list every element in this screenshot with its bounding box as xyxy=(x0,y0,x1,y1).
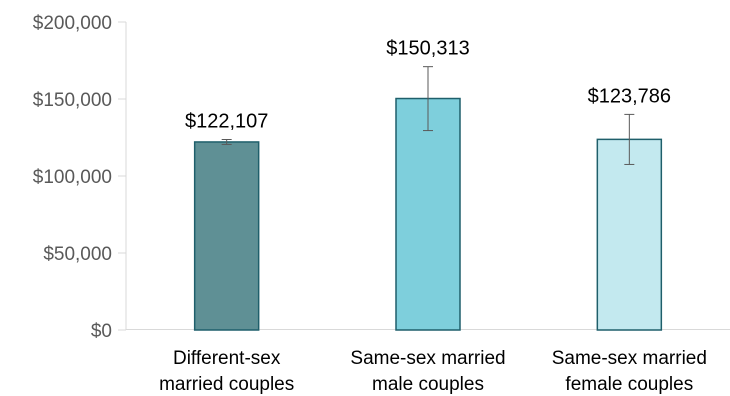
error-bar xyxy=(624,113,635,165)
error-bar xyxy=(221,139,232,145)
category-label: female couples xyxy=(565,374,693,395)
bar xyxy=(596,138,663,331)
category-label: Same-sex married xyxy=(350,348,505,369)
y-tick-label: $100,000 xyxy=(33,167,112,188)
y-tick-label: $0 xyxy=(91,321,112,342)
data-label: $123,786 xyxy=(588,85,671,107)
y-tick-label: $150,000 xyxy=(33,90,112,111)
error-bar xyxy=(423,66,433,132)
data-label: $150,313 xyxy=(386,38,469,60)
data-label: $122,107 xyxy=(185,111,268,133)
category-label: Same-sex married xyxy=(552,348,707,369)
category-label: male couples xyxy=(372,374,484,395)
category-label: married couples xyxy=(159,374,294,395)
bar xyxy=(193,141,260,331)
bar xyxy=(395,97,461,331)
y-tick-label: $200,000 xyxy=(33,13,112,34)
category-label: Different-sex xyxy=(173,348,281,369)
y-tick-label: $50,000 xyxy=(43,244,112,265)
